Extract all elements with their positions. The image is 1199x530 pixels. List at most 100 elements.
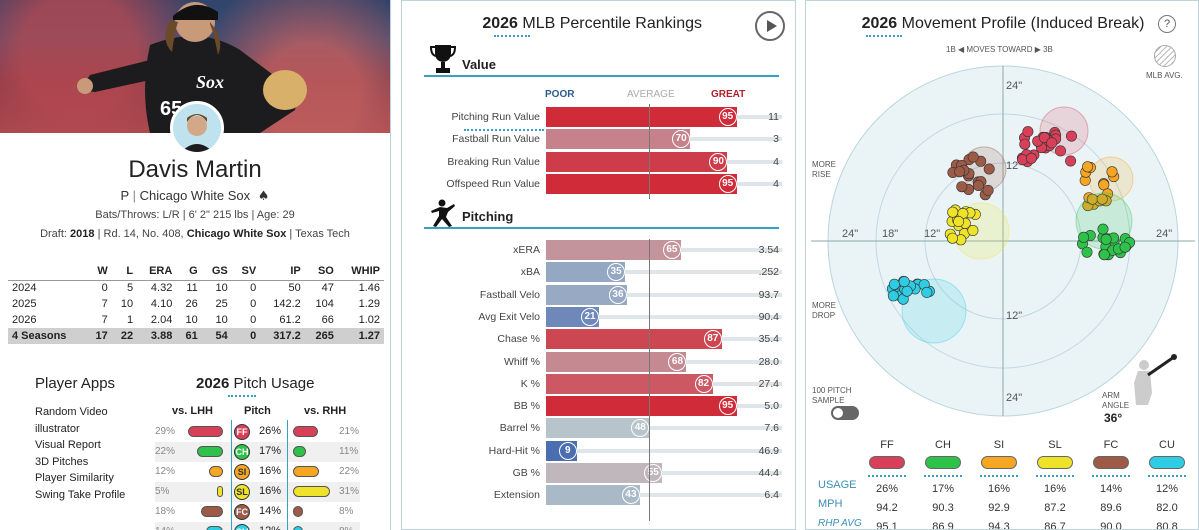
stats-cell: 10 (215, 314, 228, 326)
pitch-pct: 26% (259, 425, 282, 437)
stats-cell: 25 (215, 298, 228, 310)
pitch-color-swatch (925, 456, 961, 469)
pitch-rhp-avg: 90.0 (1100, 521, 1122, 530)
arm-angle-label: ARM ANGLE (1102, 391, 1130, 410)
percentile-row[interactable]: Hard-Hit % 9 46.9 (442, 440, 795, 462)
percentile-label: Barrel % (499, 422, 540, 435)
pitch-rhp-avg: 95.1 (876, 521, 898, 530)
stat-value: 46.9 (758, 444, 779, 457)
pitching-section-title: Pitching (462, 209, 514, 224)
pitch-dot-ff (1065, 130, 1077, 142)
pitch-name: CH (935, 439, 951, 451)
rankings-title-text: MLB Percentile Rankings (522, 15, 702, 32)
pitch-usage-row: 29% FF 26% 21% (155, 422, 360, 442)
percentile-row[interactable]: K % 82 27.4 (442, 373, 795, 395)
stats-header-5: GS (201, 262, 232, 281)
mlb-avg-icon[interactable] (1154, 45, 1176, 67)
player-draft: Draft: 2018 | Rd. 14, No. 408, Chicago W… (0, 228, 390, 240)
percentile-row[interactable]: Breaking Run Value 90 4 (442, 151, 795, 173)
player-name: Davis Martin (128, 156, 262, 183)
player-app-link[interactable]: Random Video (35, 406, 108, 418)
percentile-row[interactable]: Avg Exit Velo 21 90.4 (442, 306, 795, 328)
rhp-avg-row-label: RHP AVG (818, 514, 862, 529)
player-team[interactable]: Chicago White Sox (139, 188, 251, 203)
stats-cell: 0 (250, 298, 257, 310)
pitch-pct: 16% (259, 465, 282, 477)
pitch-underline (1148, 473, 1186, 477)
stats-cell: 22 (111, 328, 138, 344)
stats-header-2: L (111, 262, 138, 281)
player-app-link[interactable]: illustrator (35, 422, 80, 435)
movement-title-text: Movement Profile (Induced Break) (901, 15, 1145, 32)
percentile-row[interactable]: BB % 95 5.0 (442, 395, 795, 417)
stat-value: 27.4 (758, 377, 779, 390)
average-line-pitching (649, 239, 650, 521)
play-button[interactable] (755, 11, 785, 41)
pitch-dot-ff (1019, 138, 1031, 150)
percentile-badge: 36 (608, 285, 627, 304)
ring-label-bottom-24: 24" (1006, 392, 1022, 404)
pitch-dot-si (1106, 166, 1118, 178)
percentile-badge: 65 (662, 241, 681, 259)
team-logo-icon: ♠ (257, 189, 270, 204)
lhh-bar (201, 506, 223, 517)
rhh-bar (293, 486, 331, 497)
pitch-underline (1036, 473, 1074, 477)
pitch-underline (924, 473, 962, 477)
draft-label: Draft: (40, 228, 67, 240)
player-app-link[interactable]: Player Similarity (35, 472, 114, 485)
pitching-section-header: Pitching (424, 199, 779, 229)
pitch-column-fc: FC 14% 89.6 90.0 (1084, 439, 1138, 530)
lhh-bar (196, 446, 223, 457)
percentile-track (560, 493, 782, 498)
percentile-row[interactable]: Fastball Run Value 70 3 (442, 128, 795, 150)
player-bio: Bats/Throws: L/R | 6' 2" 215 lbs | Age: … (95, 209, 295, 221)
stats-cell: 7 (101, 314, 108, 326)
stats-cell: 104 (315, 298, 334, 310)
percentile-row[interactable]: Offspeed Run Value 95 4 (442, 173, 795, 195)
lhh-bar (188, 426, 223, 437)
percentile-row[interactable]: xERA 65 3.54 (442, 239, 795, 261)
percentile-row[interactable]: Barrel % 48 7.6 (442, 417, 795, 439)
stats-header-6: SV (231, 262, 261, 281)
pitch-name: SL (1048, 439, 1062, 451)
pitch-code-badge: FF (234, 424, 250, 440)
percentile-row[interactable]: Pitching Run Value 95 11 (442, 106, 795, 128)
pitch-sample-toggle[interactable] (831, 406, 859, 420)
pitch-usage-row: 14% CU 12% 8% (155, 522, 360, 530)
pitch-name: SI (993, 439, 1005, 451)
player-app-link[interactable]: Swing Take Profile (35, 488, 126, 501)
pitch-metric-labels: USAGE MPH RHP AVG (818, 476, 862, 529)
percentile-badge: 95 (718, 174, 737, 193)
pitch-dot-si (1096, 193, 1108, 205)
percentile-row[interactable]: Chase % 87 35.4 (442, 328, 795, 350)
stats-cell: 1 (127, 314, 134, 326)
pitch-color-swatch (869, 456, 905, 469)
percentile-track (560, 426, 782, 431)
pitch-usage-year: 2026 (196, 375, 230, 392)
average-line (649, 104, 650, 199)
percentile-row[interactable]: Extension 43 6.4 (442, 484, 795, 506)
pitch-dot-ff (1025, 152, 1037, 164)
stats-cell: 3.88 (137, 328, 177, 344)
movement-title-underline (866, 34, 902, 37)
stats-header-1: W (86, 262, 112, 281)
help-icon[interactable]: ? (1158, 15, 1176, 33)
rhh-pct: 11% (339, 446, 359, 457)
percentile-row[interactable]: Whiff % 68 28.0 (442, 351, 795, 373)
percentile-row[interactable]: GB % 55 44.4 (442, 462, 795, 484)
pitch-mph: 82.0 (1156, 502, 1178, 514)
arm-angle-value: 36° (1104, 411, 1123, 425)
ring-label-left-24: 24" (842, 228, 858, 240)
draft-round: | Rd. 14, No. 408, (97, 228, 184, 240)
movement-year: 2026 (861, 15, 898, 32)
player-app-link[interactable]: 3D Pitches (35, 455, 89, 468)
player-app-link[interactable]: Visual Report (35, 439, 101, 452)
stats-cell: 11 (186, 282, 198, 295)
pitch-rhp-avg: 86.9 (932, 521, 954, 530)
percentile-row[interactable]: Fastball Velo 36 93.7 (442, 284, 795, 306)
percentile-row[interactable]: xBA 35 .252 (442, 261, 795, 283)
percentile-label: Breaking Run Value (447, 155, 540, 168)
stats-cell: 4.32 (150, 282, 173, 295)
usage-divider-right (287, 420, 288, 530)
